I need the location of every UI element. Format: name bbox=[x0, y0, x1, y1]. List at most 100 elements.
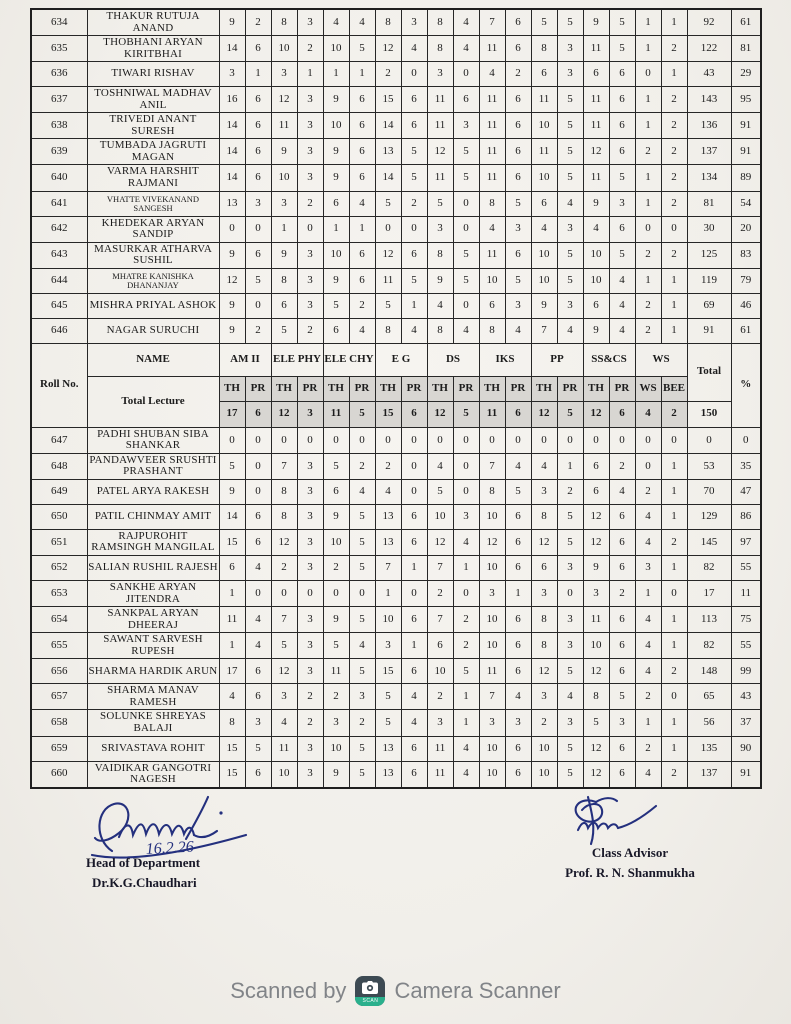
percent-cell: 97 bbox=[730, 528, 762, 557]
mark-cell: 10 bbox=[322, 528, 350, 557]
percent-cell: 55 bbox=[730, 555, 762, 582]
scanner-footer: Scanned by SCAN Camera Scanner bbox=[0, 976, 791, 1006]
mark-cell: 5 bbox=[608, 683, 636, 711]
mark-cell: 5 bbox=[452, 138, 480, 166]
mark-cell: 6 bbox=[504, 528, 532, 557]
mark-cell: 11 bbox=[582, 164, 610, 192]
mark-cell: 7 bbox=[530, 317, 558, 344]
mark-cell: 4 bbox=[400, 35, 428, 63]
mark-cell: 1 bbox=[218, 632, 246, 660]
subject-header: E G bbox=[374, 342, 428, 377]
mark-cell: 5 bbox=[348, 658, 376, 685]
mark-cell: 6 bbox=[322, 317, 350, 344]
mark-cell: 4 bbox=[244, 632, 272, 660]
mark-cell: 3 bbox=[270, 190, 298, 217]
total-cell: 125 bbox=[686, 241, 732, 269]
mark-cell: 0 bbox=[296, 580, 324, 608]
mark-cell: 10 bbox=[582, 241, 610, 269]
mark-cell: 0 bbox=[374, 426, 402, 454]
mark-cell: 14 bbox=[218, 138, 246, 166]
mark-cell: 2 bbox=[322, 555, 350, 582]
name-cell: SHARMA MANAV RAMESH bbox=[86, 683, 220, 711]
mark-cell: 4 bbox=[244, 555, 272, 582]
mark-cell: 11 bbox=[582, 86, 610, 114]
table-row: 645 MISHRA PRIYAL ASHOK 9 0 6 3 5 2 5 1 4 0 6 3 9 3 6 4 2 1… bbox=[30, 292, 762, 319]
roll-cell: 646 bbox=[30, 317, 88, 344]
mark-cell: 5 bbox=[556, 658, 584, 685]
roll-cell: 637 bbox=[30, 86, 88, 114]
mark-cell: 5 bbox=[348, 760, 376, 789]
mark-cell: 2 bbox=[660, 112, 688, 140]
percent-cell: 99 bbox=[730, 658, 762, 685]
lecture-count-cell: 11 bbox=[322, 400, 350, 428]
mark-cell: 11 bbox=[478, 138, 506, 166]
mark-cell: 2 bbox=[296, 683, 324, 711]
mark-cell: 3 bbox=[478, 580, 506, 608]
mark-cell: 8 bbox=[374, 317, 402, 344]
mark-cell: 8 bbox=[530, 503, 558, 530]
table-row: 655 SAWANT SARVESH RUPESH 1 4 5 3 5 4 3 1 6 2 10 6 8 3 1… bbox=[30, 632, 762, 660]
total-cell: 30 bbox=[686, 215, 732, 243]
mark-cell: 10 bbox=[478, 267, 506, 294]
mark-cell: 6 bbox=[582, 452, 610, 480]
mark-cell: 14 bbox=[218, 164, 246, 192]
mark-cell: 6 bbox=[608, 632, 636, 660]
mark-cell: 5 bbox=[504, 478, 532, 505]
mark-cell: 3 bbox=[296, 452, 324, 480]
subcolumn-header: WS bbox=[634, 375, 662, 402]
lecture-count-cell: 6 bbox=[244, 400, 272, 428]
mark-cell: 11 bbox=[478, 164, 506, 192]
mark-cell: 13 bbox=[374, 503, 402, 530]
mark-cell: 3 bbox=[556, 61, 584, 88]
mark-cell: 5 bbox=[400, 138, 428, 166]
mark-cell: 11 bbox=[478, 35, 506, 63]
mark-cell: 0 bbox=[218, 215, 246, 243]
mark-cell: 6 bbox=[244, 112, 272, 140]
mark-cell: 4 bbox=[634, 503, 662, 530]
total-cell: 0 bbox=[686, 426, 732, 454]
name-cell: RAJPUROHIT RAMSINGH MANGILAL bbox=[86, 528, 220, 557]
mark-cell: 3 bbox=[556, 555, 584, 582]
mark-cell: 2 bbox=[244, 8, 272, 37]
subcolumn-header: TH bbox=[530, 375, 558, 402]
mark-cell: 8 bbox=[426, 317, 454, 344]
mark-cell: 3 bbox=[452, 112, 480, 140]
mark-cell: 9 bbox=[322, 267, 350, 294]
mark-cell: 4 bbox=[556, 317, 584, 344]
mark-cell: 11 bbox=[582, 35, 610, 63]
roll-cell: 652 bbox=[30, 555, 88, 582]
mark-cell: 6 bbox=[348, 267, 376, 294]
mark-cell: 5 bbox=[322, 292, 350, 319]
percent-header: % bbox=[730, 342, 762, 428]
mark-cell: 4 bbox=[348, 478, 376, 505]
mark-cell: 6 bbox=[530, 61, 558, 88]
table-row: 654 SANKPAL ARYAN DHEERAJ 11 4 7 3 9 5 10 6 7 2 10 6 8… bbox=[30, 606, 762, 634]
mark-cell: 11 bbox=[270, 112, 298, 140]
mark-cell: 9 bbox=[270, 138, 298, 166]
mark-cell: 4 bbox=[530, 215, 558, 243]
table-row: 658 SOLUNKE SHREYAS BALAJI 8 3 4 2 3 2 5 4 3 1 3 3 2 3 5… bbox=[30, 709, 762, 737]
total-cell: 119 bbox=[686, 267, 732, 294]
mark-cell: 0 bbox=[400, 215, 428, 243]
mark-cell: 4 bbox=[348, 632, 376, 660]
mark-cell: 2 bbox=[660, 528, 688, 557]
mark-cell: 8 bbox=[374, 8, 402, 37]
mark-cell: 6 bbox=[504, 735, 532, 762]
mark-cell: 7 bbox=[478, 8, 506, 37]
mark-cell: 5 bbox=[374, 190, 402, 217]
mark-cell: 10 bbox=[582, 267, 610, 294]
mark-cell: 6 bbox=[608, 735, 636, 762]
mark-cell: 6 bbox=[504, 86, 532, 114]
mark-cell: 6 bbox=[452, 86, 480, 114]
total-lecture-header: Total Lecture bbox=[86, 375, 220, 428]
mark-cell: 11 bbox=[582, 606, 610, 634]
header-subject-row: Roll No. NAME AM II ELE PHY ELE CHY E G DS IKS P… bbox=[30, 342, 762, 428]
mark-cell: 3 bbox=[556, 606, 584, 634]
mark-cell: 6 bbox=[426, 632, 454, 660]
mark-cell: 9 bbox=[218, 317, 246, 344]
mark-cell: 0 bbox=[348, 580, 376, 608]
mark-cell: 0 bbox=[582, 426, 610, 454]
camera-glyph-icon bbox=[362, 981, 379, 994]
mark-cell: 5 bbox=[348, 503, 376, 530]
mark-cell: 3 bbox=[296, 112, 324, 140]
